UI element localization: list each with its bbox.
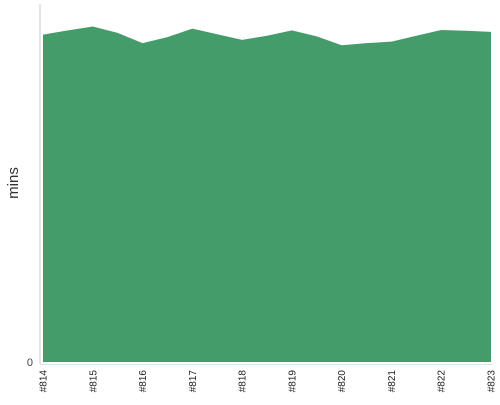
- x-tick-label: #823: [487, 370, 498, 393]
- x-tick-label: #815: [88, 370, 99, 393]
- x-tick-label: #821: [387, 370, 398, 393]
- x-tick-label: #819: [287, 370, 298, 393]
- x-tick-label: #817: [188, 370, 199, 393]
- y-axis-ticks: 0: [27, 357, 33, 369]
- x-axis-ticks: #814 #815 #816 #817 #818 #819 #820 #821 #822 #823: [39, 370, 498, 393]
- axes: [39, 4, 492, 365]
- y-tick-label: 0: [27, 357, 33, 369]
- y-axis-label: mins: [5, 167, 22, 199]
- x-tick-label: #820: [337, 370, 348, 393]
- plot-area: [43, 26, 491, 362]
- area-series: [43, 26, 491, 362]
- x-tick-label: #822: [437, 370, 448, 393]
- x-tick-label: #814: [39, 370, 50, 393]
- x-tick-label: #818: [238, 370, 249, 393]
- x-tick-label: #816: [138, 370, 149, 393]
